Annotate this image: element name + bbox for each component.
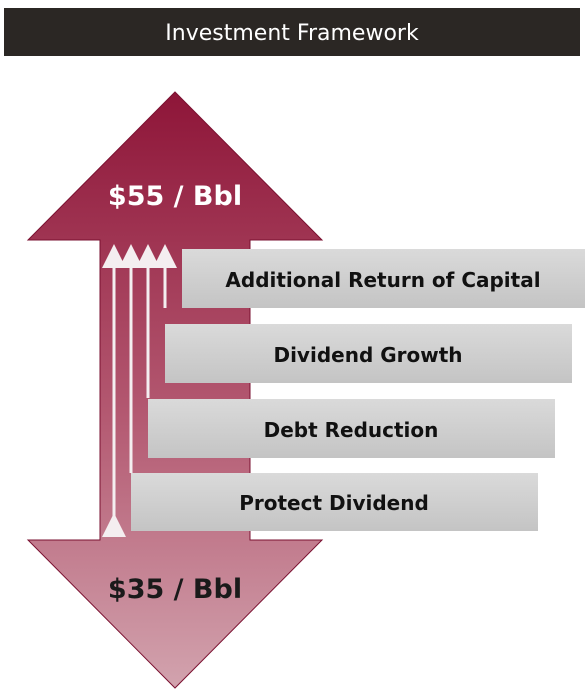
- header-bar: [4, 8, 580, 56]
- bottom-price: $35 / Bbl: [108, 574, 242, 605]
- header-title: Investment Framework: [165, 21, 419, 46]
- tier-label: Dividend Growth: [273, 343, 462, 367]
- tier-label: Protect Dividend: [239, 491, 429, 515]
- tier-label: Debt Reduction: [264, 418, 439, 442]
- tier-box: [165, 324, 572, 383]
- tier-box: [148, 399, 555, 458]
- tier-label: Additional Return of Capital: [225, 268, 540, 292]
- tier-box: [131, 473, 538, 531]
- tier-box: [182, 249, 585, 308]
- top-price: $55 / Bbl: [108, 181, 242, 212]
- double-arrow: [26, 91, 324, 689]
